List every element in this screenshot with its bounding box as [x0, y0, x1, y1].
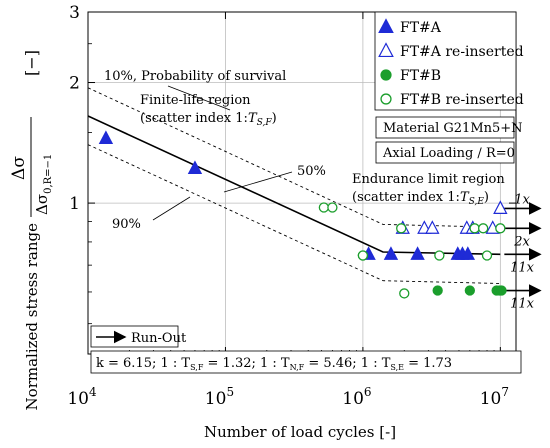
curve-2	[88, 144, 501, 284]
legend-marker-3	[380, 93, 392, 105]
runout-legend-label: Run-Out	[131, 331, 187, 346]
point-s0-4	[410, 246, 425, 260]
label-50pct: 50%	[297, 164, 326, 179]
finite-life-line2: (scatter index 1:TS,F)	[140, 111, 277, 128]
legend-label-0: FT#A	[400, 20, 442, 36]
point-s0-7	[460, 246, 476, 260]
y-tick-label-0: 1	[69, 194, 80, 214]
point-s3-2	[357, 250, 369, 261]
legend: FT#A FT#A re-inserted FT#B FT#B re-inserted	[374, 11, 524, 111]
endurance-line2: (scatter index 1:TS,E)	[352, 190, 489, 207]
x-tick-label-1: 105	[205, 385, 234, 409]
y-axis-unit: [−]	[22, 50, 41, 76]
legend-marker-0	[378, 18, 394, 34]
x-tick-label-3: 107	[480, 385, 509, 409]
point-s1-2	[425, 220, 440, 234]
point-s3-8	[481, 250, 493, 261]
point-s3-0	[318, 202, 330, 213]
stats-box	[90, 350, 522, 374]
x-axis-label: Number of load cycles [-]	[204, 423, 396, 441]
point-s3-9	[495, 223, 506, 234]
legend-label-2: FT#B	[400, 68, 441, 84]
y-tick-label-2: 3	[69, 3, 80, 23]
legend-label-3: FT#B re-inserted	[400, 92, 524, 108]
runout-arrows: 1x 2x 11x 11x	[504, 192, 542, 312]
material-label: Material G21Mn5+N	[383, 121, 523, 136]
point-s2-5	[496, 285, 507, 296]
annotations: 10%, Probability of survival Finite-life…	[90, 69, 523, 374]
x-tick-label-2: 106	[342, 385, 371, 409]
label-90pct-leader	[152, 196, 191, 221]
point-s3-7	[478, 223, 489, 234]
finite-life-line1: Finite-life region	[140, 93, 251, 108]
loading-box	[375, 141, 515, 164]
y-tick-label-1: 2	[69, 74, 80, 94]
label-50pct-leader	[223, 171, 293, 193]
runout-label-0: 1x	[514, 192, 530, 207]
data-points	[98, 130, 508, 299]
point-s0-3	[383, 246, 399, 260]
point-s0-0	[98, 130, 114, 145]
axis-ticks: 104 105 106 107 1 2 3	[67, 3, 516, 409]
stats-text: k = 6.15; 1 : TS,F = 1.32; 1 : TN,F = 5.…	[96, 356, 452, 372]
point-s2-1	[432, 285, 443, 296]
y-axis-label-text: Normalized stress range	[23, 223, 41, 411]
legend-marker-1	[378, 42, 394, 58]
legend-label-1: FT#A re-inserted	[400, 44, 524, 60]
x-tick-label-0: 104	[67, 385, 97, 409]
point-s2-2	[464, 285, 475, 296]
runout-label-1: 2x	[513, 234, 530, 249]
legend-box	[374, 11, 517, 111]
y-axis-frac-num: Δσ	[9, 156, 29, 180]
runout-legend-box	[90, 325, 179, 348]
point-s3-6	[469, 223, 480, 234]
endurance-line1: Endurance limit region	[352, 172, 505, 187]
point-s3-5	[434, 250, 445, 261]
point-s0-1	[187, 160, 203, 175]
label-10pct-leader	[167, 85, 231, 111]
runout-label-2: 11x	[510, 260, 535, 275]
loading-label: Axial Loading / R=0	[382, 146, 515, 161]
point-s3-3	[396, 223, 407, 234]
material-box	[375, 116, 515, 139]
runout-label-3: 11x	[510, 297, 535, 312]
label-10pct: 10%, Probability of survival	[104, 69, 286, 84]
curve-1	[88, 87, 501, 228]
point-s3-4	[399, 288, 410, 299]
label-90pct: 90%	[112, 217, 141, 232]
point-s1-6	[493, 200, 508, 214]
y-axis-frac-den: Δσ0,R=−1	[33, 154, 54, 215]
y-axis-label: Normalized stress range Δσ Δσ0,R=−1 [−]	[9, 50, 54, 410]
legend-marker-2	[380, 69, 392, 81]
point-s3-1	[327, 202, 338, 213]
